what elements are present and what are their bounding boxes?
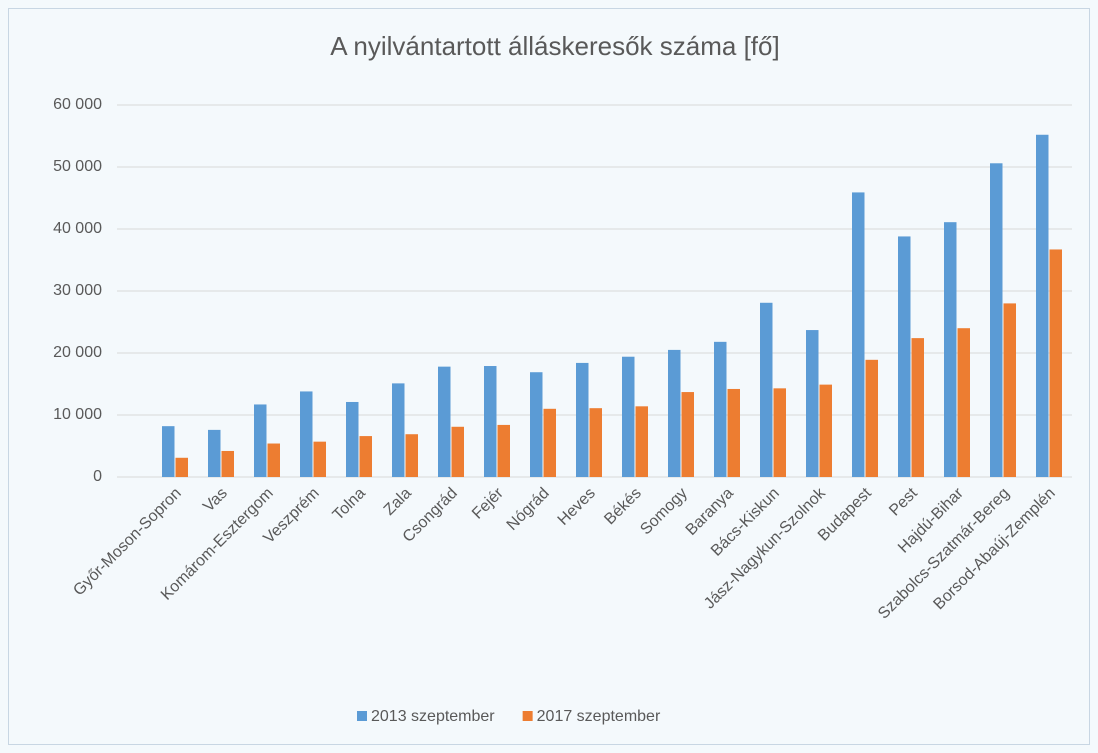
legend-swatch <box>357 711 367 721</box>
bar <box>819 384 832 477</box>
bar <box>346 401 359 477</box>
y-tick-label: 60 000 <box>53 96 102 113</box>
legend-swatch <box>522 711 533 721</box>
y-tick-label: 30 000 <box>53 282 102 299</box>
bar <box>668 349 681 477</box>
bar <box>175 457 188 477</box>
bar <box>162 426 175 477</box>
y-tick-label: 20 000 <box>53 344 102 361</box>
bar <box>1049 249 1062 477</box>
bar <box>267 443 280 477</box>
bar <box>898 236 911 477</box>
bar <box>957 328 970 477</box>
legend-label: 2017 szeptember <box>537 708 661 725</box>
bar <box>714 341 727 477</box>
bar <box>208 429 221 477</box>
chart-frame <box>8 8 1090 745</box>
bar <box>990 163 1003 477</box>
bar <box>405 434 418 477</box>
y-tick-label: 50 000 <box>53 158 102 175</box>
bar <box>1003 303 1016 477</box>
bar <box>497 424 510 477</box>
bar <box>944 222 957 477</box>
y-tick-label: 40 000 <box>53 220 102 237</box>
bar <box>530 372 543 477</box>
bar <box>576 362 589 477</box>
bar <box>313 441 326 477</box>
bar <box>392 383 405 477</box>
bar <box>760 302 773 477</box>
y-tick-label: 10 000 <box>53 406 102 423</box>
bar <box>300 391 313 477</box>
bar <box>589 408 602 477</box>
bar <box>727 388 740 477</box>
bar <box>635 406 648 477</box>
bar <box>852 192 865 478</box>
bar <box>221 450 234 477</box>
bar <box>1036 134 1049 477</box>
bar <box>451 426 464 477</box>
legend-label: 2013 szeptember <box>371 708 495 725</box>
bar <box>773 388 786 477</box>
y-tick-label: 0 <box>93 468 102 485</box>
bar <box>543 408 556 477</box>
bar <box>865 359 878 477</box>
bar <box>438 366 451 477</box>
bar <box>681 392 694 477</box>
bar <box>359 436 372 477</box>
chart-title: A nyilvántartott álláskeresők száma [fő] <box>330 31 779 61</box>
bar <box>254 404 267 477</box>
bar <box>484 366 497 477</box>
bar <box>806 330 819 477</box>
bar <box>622 356 635 477</box>
bar <box>911 338 924 477</box>
